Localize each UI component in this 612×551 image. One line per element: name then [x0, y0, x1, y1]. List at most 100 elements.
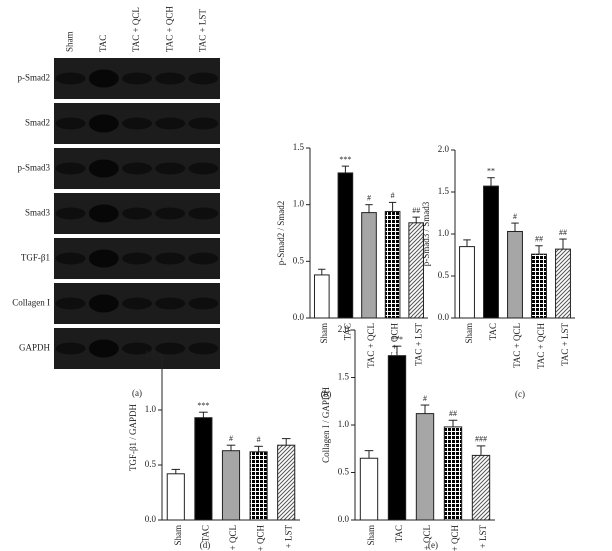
blot-band: [155, 162, 186, 175]
x-tick-label: TAC: [200, 525, 210, 542]
blot-band: [122, 162, 152, 175]
x-tick-label: TAC + LST: [560, 323, 570, 366]
blot-band: [188, 297, 219, 310]
x-tick-label: TAC + QCL: [422, 525, 432, 551]
blot-band: [122, 342, 152, 355]
x-tick-label: TAC + LST: [478, 525, 488, 551]
y-tick-label: 2.0: [438, 144, 450, 154]
bar: [531, 253, 547, 319]
blot-band: [188, 72, 219, 85]
blot-band: [88, 249, 119, 268]
significance: ***: [197, 401, 209, 410]
x-tick-label: Sham: [319, 323, 329, 344]
y-axis-label: TGF-β1 / GAPDH: [128, 403, 138, 471]
significance: #: [391, 191, 395, 200]
blot-band: [122, 72, 152, 85]
y-axis-label: p-Smad3 / Smad3: [421, 201, 431, 266]
x-tick-label: TAC: [488, 323, 498, 340]
bar: [221, 450, 241, 521]
lane-label: Sham: [65, 31, 75, 52]
significance: ##: [559, 228, 567, 237]
bar: [443, 426, 463, 521]
y-tick-label: 1.0: [145, 404, 157, 414]
x-tick-label: TAC: [342, 323, 352, 340]
bar: [507, 230, 523, 319]
lane-label: TAC + QCL: [131, 7, 141, 52]
significance: #: [229, 434, 233, 443]
significance: ##: [535, 235, 543, 244]
x-tick-label: TAC + QCL: [228, 525, 238, 551]
x-tick-label: TAC + QCL: [366, 323, 376, 368]
blot-band: [188, 252, 219, 265]
y-tick-label: 0.5: [438, 270, 450, 280]
bar: [459, 246, 475, 319]
row-label: p-Smad3: [18, 163, 51, 173]
x-tick-label: TAC + QCH: [536, 323, 546, 369]
y-tick-label: 0.5: [338, 467, 350, 477]
blot-band: [122, 252, 152, 265]
y-tick-label: 1.5: [338, 372, 350, 382]
bar: [471, 454, 491, 521]
significance: #: [513, 212, 517, 221]
blot-band: [188, 207, 219, 220]
blot-band: [55, 297, 86, 310]
bar: [337, 172, 354, 319]
y-tick-label: 1.5: [293, 142, 305, 152]
row-label: GAPDH: [19, 343, 51, 353]
bar: [313, 274, 330, 319]
panel-caption: (d): [200, 540, 211, 550]
y-tick-label: 1.5: [145, 349, 157, 359]
bar: [249, 451, 268, 521]
blot-band: [122, 207, 152, 220]
blot-band: [88, 204, 119, 223]
x-tick-label: Sham: [173, 525, 183, 546]
blot-band: [88, 159, 119, 178]
row-label: Smad3: [25, 208, 51, 218]
blot-band: [88, 339, 119, 358]
significance: ###: [475, 435, 487, 444]
lane-label: TAC + QCH: [164, 6, 174, 52]
significance: **: [487, 167, 495, 176]
blot-band: [188, 117, 219, 130]
bar: [359, 457, 379, 521]
bar: [555, 248, 571, 319]
blot-band: [55, 252, 86, 265]
significance: #: [367, 193, 371, 202]
row-label: Collagen I: [12, 298, 50, 308]
blot-band: [155, 342, 186, 355]
blot-band: [88, 294, 119, 313]
blot-band: [55, 72, 86, 85]
y-tick-label: 0.0: [293, 312, 305, 322]
blot-band: [55, 162, 86, 175]
y-tick-label: 0.0: [338, 514, 350, 524]
blot-band: [155, 117, 186, 130]
bar: [361, 212, 377, 319]
y-tick-label: 0.5: [145, 459, 157, 469]
panel-caption: (e): [428, 540, 438, 550]
x-tick-label: TAC + LST: [283, 525, 293, 551]
significance: ##: [449, 409, 457, 418]
lane-label: TAC + LST: [197, 9, 207, 52]
y-tick-label: 1.0: [438, 228, 450, 238]
x-tick-label: TAC + QCL: [512, 323, 522, 368]
y-tick-label: 0.5: [293, 255, 305, 265]
significance: #: [257, 435, 261, 444]
blot-band: [188, 342, 219, 355]
blot-band: [188, 162, 219, 175]
bar: [408, 222, 425, 319]
blot-band: [122, 117, 152, 130]
blot-band: [88, 69, 119, 88]
x-tick-label: TAC + QCH: [450, 525, 460, 551]
y-tick-label: 0.0: [145, 514, 157, 524]
blot-band: [55, 117, 86, 130]
blot-band: [88, 114, 119, 133]
blot-band: [155, 297, 186, 310]
x-tick-label: Sham: [464, 323, 474, 344]
significance: ##: [412, 206, 420, 215]
blot-band: [55, 207, 86, 220]
y-tick-label: 0.0: [438, 312, 450, 322]
blot-band: [155, 72, 186, 85]
bar: [194, 417, 213, 521]
lane-label: TAC: [98, 35, 108, 52]
bar: [415, 413, 435, 521]
